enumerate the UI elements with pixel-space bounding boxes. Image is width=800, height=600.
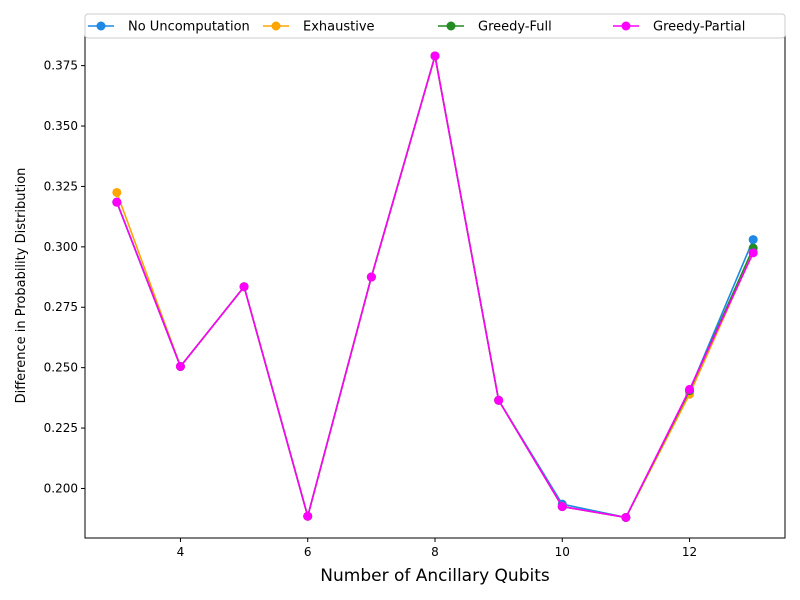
data-point-greedy-partial [176,362,185,371]
series-line-no-uncomputation [117,56,753,518]
data-point-greedy-partial [112,198,121,207]
data-point-greedy-partial [431,51,440,60]
legend-marker [622,22,631,31]
series-lines-layer [112,51,757,522]
data-point-greedy-partial [494,396,503,405]
data-point-greedy-partial [685,385,694,394]
y-tick-label: 0.325 [44,179,78,193]
legend-marker [447,22,456,31]
series-line-greedy-partial [117,56,753,518]
x-axis-title: Number of Ancillary Qubits [320,566,550,586]
data-point-greedy-partial [621,513,630,522]
series-exhaustive [112,51,757,522]
x-tick-label: 10 [555,545,570,559]
legend-marker [97,22,106,31]
x-tick-label: 4 [177,545,185,559]
y-tick-label: 0.225 [44,421,78,435]
legend-label: Greedy-Full [478,20,552,35]
series-line-greedy-full [117,56,753,518]
x-tick-label: 8 [431,545,439,559]
axis-ticks-layer: 4 6 8 10 12 0.200 0.225 0.250 0.275 0.300 0.325 0.3… [44,59,698,559]
y-tick-label: 0.275 [44,300,78,314]
legend: No Uncomputation Exhaustive Greedy-Full Gre… [85,14,785,38]
y-tick-label: 0.200 [44,481,78,495]
x-tick-label: 6 [304,545,312,559]
y-tick-label: 0.300 [44,240,78,254]
y-axis-title: Difference in Probability Distribution [14,168,29,404]
data-point-greedy-partial [749,248,758,257]
data-point-greedy-partial [303,512,312,521]
data-point-greedy-partial [367,273,376,282]
series-line-exhaustive [117,56,753,518]
y-tick-label: 0.350 [44,119,78,133]
legend-label: No Uncomputation [128,20,250,35]
legend-label: Greedy-Partial [653,20,745,35]
y-tick-label: 0.375 [44,59,78,73]
plot-area-frame [85,33,785,538]
legend-marker [272,22,281,31]
data-point-no-uncomputation [749,235,758,244]
x-tick-label: 12 [682,545,697,559]
data-point-greedy-partial [240,282,249,291]
data-point-exhaustive [112,188,121,197]
legend-label: Exhaustive [303,20,375,35]
y-tick-label: 0.250 [44,361,78,375]
data-point-greedy-partial [558,502,567,511]
